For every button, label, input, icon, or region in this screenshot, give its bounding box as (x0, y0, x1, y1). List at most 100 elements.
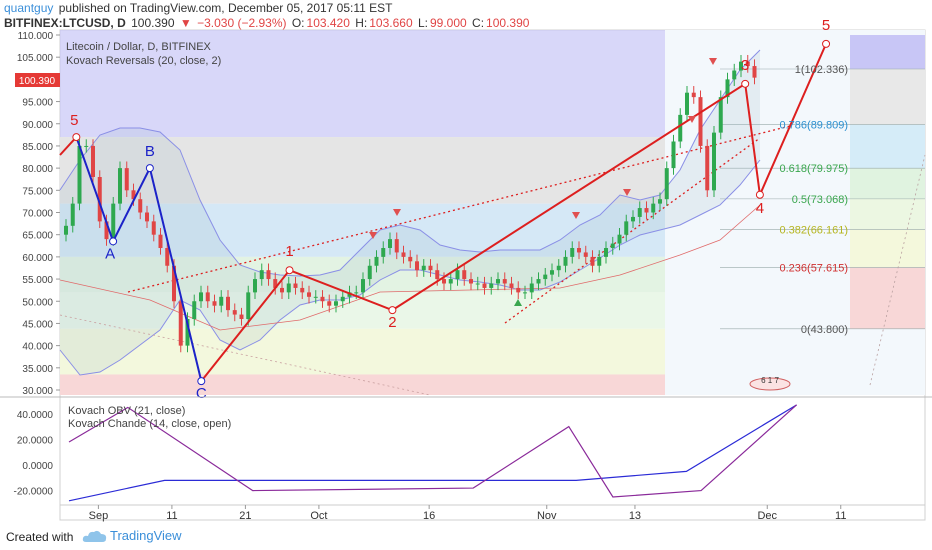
candle-body (151, 221, 156, 235)
candle-body (226, 296, 230, 311)
candle-body (307, 292, 311, 297)
candle-body (394, 239, 399, 253)
y-tick-label: 70.000 (22, 209, 53, 220)
fib-label: 0.786(89.809) (780, 120, 849, 132)
tradingview-brand[interactable]: TradingView (110, 528, 182, 543)
candle-body (239, 314, 244, 319)
candle-body (563, 256, 568, 266)
price-badge (15, 73, 60, 87)
y-tick-label: 60.000 (22, 253, 53, 264)
wave-label: 2 (388, 314, 396, 331)
oscillator-pane (68, 404, 798, 502)
band-fill (60, 50, 760, 375)
candle-body (124, 168, 129, 191)
sell-marker (688, 116, 696, 123)
wave-label: 5 (822, 17, 830, 34)
wave-point (755, 190, 764, 199)
candle-body (745, 61, 750, 67)
time-axis[interactable]: Sep1121Oct16Nov13Dec1125 (89, 505, 932, 522)
wave-label: 3 (741, 57, 749, 74)
wave-line-prior (59, 136, 78, 156)
candle-body (347, 292, 352, 297)
sell-marker (369, 232, 377, 239)
wave-point (109, 237, 118, 246)
zone-yellow (60, 328, 665, 375)
candle-body (550, 270, 554, 275)
price-badge-label: 100.390 (19, 76, 56, 87)
high-label: H: (355, 16, 368, 30)
candle-body (570, 248, 575, 257)
x-tick-label: Oct (310, 510, 327, 522)
y-tick-label: 105.000 (17, 53, 54, 64)
fibonacci-labels: 1(102.336) 0.786(89.809) 0.618(79.975) 0.5(… (780, 64, 849, 336)
candle-body (482, 283, 487, 288)
y-tick-label: 50.000 (22, 297, 53, 308)
candle-body (475, 283, 480, 285)
sell-marker (572, 212, 580, 219)
fib-label: 0.5(73.068) (792, 194, 848, 206)
wave-label: B (145, 143, 155, 160)
wave-point (285, 266, 294, 275)
candle-body (172, 265, 176, 302)
candle-body (293, 283, 298, 288)
fib-zone (850, 198, 925, 230)
candle-body (691, 92, 696, 98)
candle-body (617, 234, 622, 244)
band-upper (59, 49, 761, 277)
logo-badge-text: 6 1 7 (761, 376, 779, 385)
author-name[interactable]: quantguy (4, 1, 54, 15)
wave-label: A (105, 245, 115, 262)
candle-body (388, 239, 392, 248)
fib-label: 1(102.336) (795, 64, 848, 76)
y-tick-label: 90.000 (22, 120, 53, 131)
y-tick-label: 55.000 (22, 275, 53, 286)
x-tick-label: Nov (537, 510, 557, 522)
zone-red (60, 374, 665, 395)
oscillator-axis: 40.0000 20.0000 0.0000 -20.0000 (14, 410, 54, 498)
candle-body (516, 287, 521, 293)
candle-body (185, 319, 190, 346)
candle-body (205, 292, 210, 302)
symbol-label[interactable]: BITFINEX:LTCUSD, D (4, 16, 126, 30)
last-price: 100.390 (131, 16, 175, 30)
osc-tick-label: -20.0000 (14, 487, 54, 498)
candle-body (698, 97, 703, 146)
chart-title: Litecoin / Dollar, D, BITFINEX (66, 41, 212, 53)
candle-body (428, 265, 433, 271)
y-tick-label: 95.000 (22, 98, 53, 109)
candle-body (543, 274, 548, 280)
high-value: 103.660 (369, 16, 413, 30)
wave-line-impulse (200, 43, 827, 382)
candle-body (415, 261, 419, 271)
wave-point (72, 133, 81, 142)
candle-body (664, 168, 669, 200)
candle-body (462, 270, 467, 280)
candle-body (212, 301, 217, 306)
fib-label: 0.618(79.975) (780, 163, 849, 175)
candle-body (327, 301, 332, 306)
candle-body (489, 283, 494, 288)
candle-body (523, 292, 527, 294)
candle-body (300, 287, 305, 293)
candle-body (354, 292, 359, 294)
y-tick-label: 85.000 (22, 142, 53, 153)
candle-body (381, 248, 386, 257)
wave-line-corrective (75, 136, 203, 382)
candle-body (158, 234, 163, 248)
wave-label: 4 (756, 200, 764, 217)
candle-body (732, 70, 737, 80)
candle-body (658, 199, 662, 204)
y-tick-label: 65.000 (22, 231, 53, 242)
candle-body (718, 97, 723, 133)
y-tick-label: 110.000 (18, 31, 54, 42)
candle-body (104, 221, 109, 240)
y-tick-label: 75.000 (22, 186, 53, 197)
low-value: 99.000 (430, 16, 467, 30)
elliott-waves: 5 A B C 1 2 3 4 5 (59, 17, 830, 402)
candle-body (77, 145, 82, 204)
candle-body (361, 279, 365, 293)
fib-zone (850, 124, 925, 169)
logo-badge: 6 1 7 (749, 376, 791, 391)
obv-legend: Kovach OBV (21, close) (68, 405, 185, 417)
